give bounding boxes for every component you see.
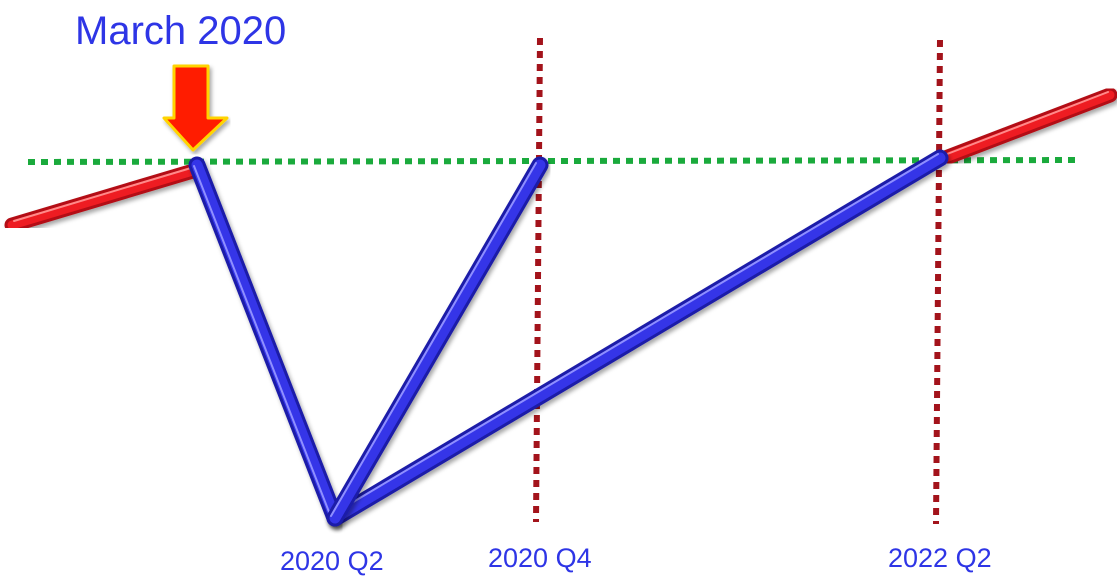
slow-recovery-path	[326, 149, 949, 527]
tick-label-2020-q4: 2020 Q4	[488, 543, 592, 573]
decline-path	[188, 156, 344, 527]
down-arrow-icon	[162, 64, 229, 152]
marker-line-2022-q2	[933, 39, 943, 525]
pre-crisis-trend-segment	[4, 163, 201, 233]
tick-label-2020-q2: 2020 Q2	[280, 546, 384, 576]
tick-label-2022-q2: 2022 Q2	[888, 543, 992, 573]
post-recovery-trend-segment	[932, 87, 1117, 168]
fast-recovery-path	[326, 156, 549, 527]
diagram-title: March 2020	[75, 9, 286, 53]
marker-line-2020-q4	[533, 37, 543, 523]
